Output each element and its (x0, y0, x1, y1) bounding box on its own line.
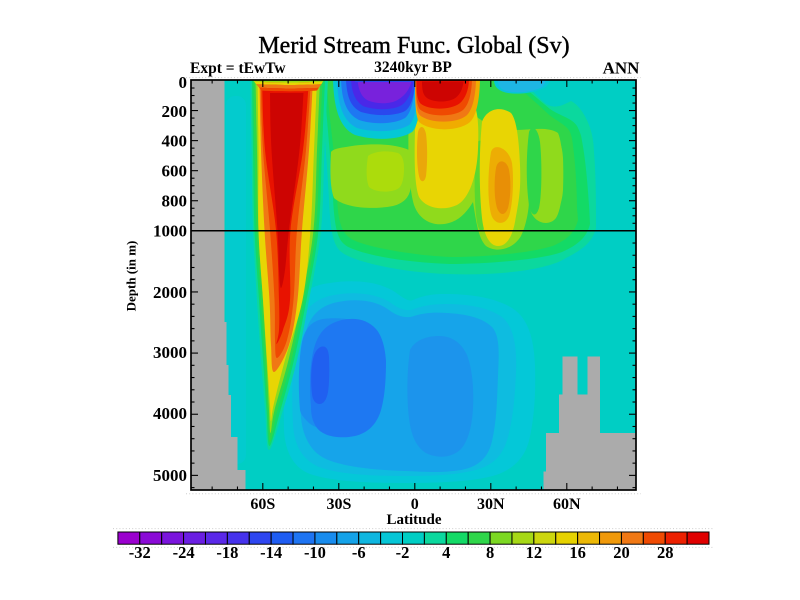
svg-text:30S: 30S (327, 496, 352, 513)
svg-text:0: 0 (411, 496, 419, 513)
svg-text:4000: 4000 (153, 404, 187, 423)
svg-text:400: 400 (162, 132, 188, 151)
svg-text:Depth (in m): Depth (in m) (124, 241, 139, 312)
svg-text:3240kyr BP: 3240kyr BP (374, 59, 452, 76)
svg-text:5000: 5000 (153, 466, 187, 485)
svg-text:Merid Stream Func. Global (Sv): Merid Stream Func. Global (Sv) (258, 33, 569, 59)
svg-text:Latitude: Latitude (386, 512, 441, 528)
svg-text:1000: 1000 (153, 222, 187, 241)
svg-text:3000: 3000 (153, 343, 187, 362)
svg-text:-14: -14 (260, 543, 282, 562)
svg-text:-24: -24 (173, 543, 195, 562)
svg-text:60S: 60S (250, 496, 275, 513)
svg-text:2000: 2000 (153, 283, 187, 302)
svg-text:-6: -6 (352, 543, 366, 562)
svg-text:20: 20 (613, 543, 630, 562)
svg-text:16: 16 (569, 543, 586, 562)
svg-text:ANN: ANN (603, 59, 641, 78)
svg-text:60N: 60N (553, 496, 581, 513)
svg-text:28: 28 (657, 543, 674, 562)
svg-text:-32: -32 (129, 543, 151, 562)
svg-text:4: 4 (442, 543, 450, 562)
svg-text:8: 8 (486, 543, 494, 562)
svg-text:Expt = tEwTw: Expt = tEwTw (190, 60, 286, 77)
svg-text:-18: -18 (216, 543, 238, 562)
svg-text:600: 600 (162, 162, 188, 181)
svg-text:200: 200 (162, 102, 188, 121)
svg-text:0: 0 (179, 73, 188, 92)
svg-text:30N: 30N (477, 496, 505, 513)
svg-text:-2: -2 (396, 543, 410, 562)
svg-text:-10: -10 (304, 543, 326, 562)
svg-text:12: 12 (526, 543, 543, 562)
svg-text:800: 800 (162, 192, 188, 211)
